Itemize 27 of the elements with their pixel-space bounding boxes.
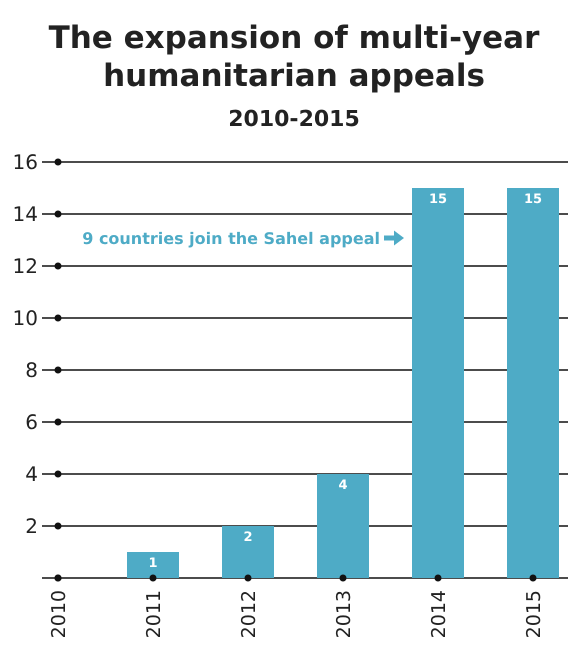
- y-tick-label: 4: [25, 462, 38, 486]
- y-tick-label: 8: [25, 358, 38, 382]
- x-tick-label: 2013: [333, 590, 355, 638]
- x-tick-label: 2014: [428, 590, 450, 638]
- data-label: 15: [428, 192, 448, 207]
- data-label: 2: [243, 530, 253, 545]
- bar: [412, 188, 464, 578]
- data-label: 15: [524, 192, 542, 207]
- data-label: 1: [148, 556, 158, 571]
- data-label: 4: [338, 478, 348, 493]
- y-tick-label: 6: [25, 410, 38, 434]
- x-tick-label: 2010: [48, 590, 70, 638]
- y-tick-label: 2: [25, 514, 38, 538]
- y-tick-label: 12: [12, 254, 38, 278]
- bar: [507, 188, 559, 578]
- chart-title: The expansion of multi-year humanitarian appeals: [48, 20, 540, 94]
- bar: [317, 474, 369, 578]
- x-tick-label: 2015: [523, 590, 545, 638]
- annotation: 9 countries join the Sahel appeal: [82, 229, 380, 248]
- y-tick-label: 14: [12, 202, 38, 226]
- y-tick-label: 16: [12, 150, 38, 174]
- chart-subtitle: 2010-2015: [228, 107, 360, 132]
- bar: [127, 552, 179, 578]
- x-tick-label: 2012: [238, 590, 260, 638]
- y-tick-label: 10: [12, 306, 38, 330]
- x-tick-label: 2011: [143, 590, 165, 638]
- bar: [222, 526, 274, 578]
